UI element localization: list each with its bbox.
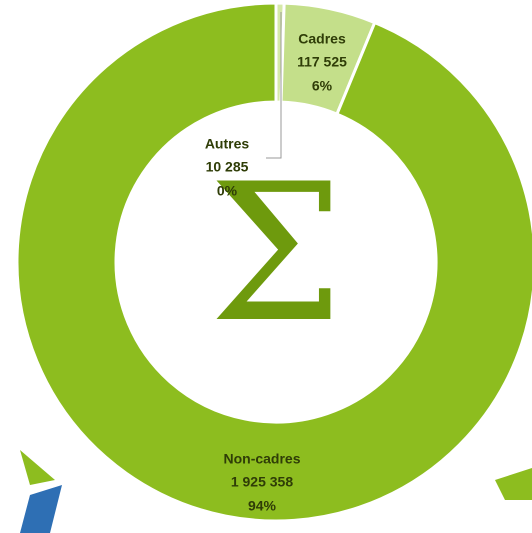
leader-line — [266, 12, 282, 159]
percent-label: 94% — [248, 498, 277, 514]
category-label: Cadres — [298, 31, 346, 47]
decor-shape — [20, 450, 55, 485]
slices — [15, 1, 532, 523]
percent-label: 0% — [217, 183, 238, 199]
value-label: 1 925 358 — [231, 474, 293, 490]
category-label: Autres — [205, 136, 250, 152]
slice — [15, 1, 532, 523]
category-label: Non-cadres — [223, 451, 300, 467]
labels: Autres 10 285 0% Cadres 117 525 6% Non-cadres 1… — [205, 31, 347, 514]
decor-shape — [495, 468, 532, 500]
percent-label: 6% — [312, 78, 333, 94]
center-symbol: Σ — [209, 143, 343, 364]
decor-shape — [20, 485, 62, 533]
value-label: 117 525 — [297, 54, 347, 70]
value-label: 10 285 — [206, 159, 249, 175]
